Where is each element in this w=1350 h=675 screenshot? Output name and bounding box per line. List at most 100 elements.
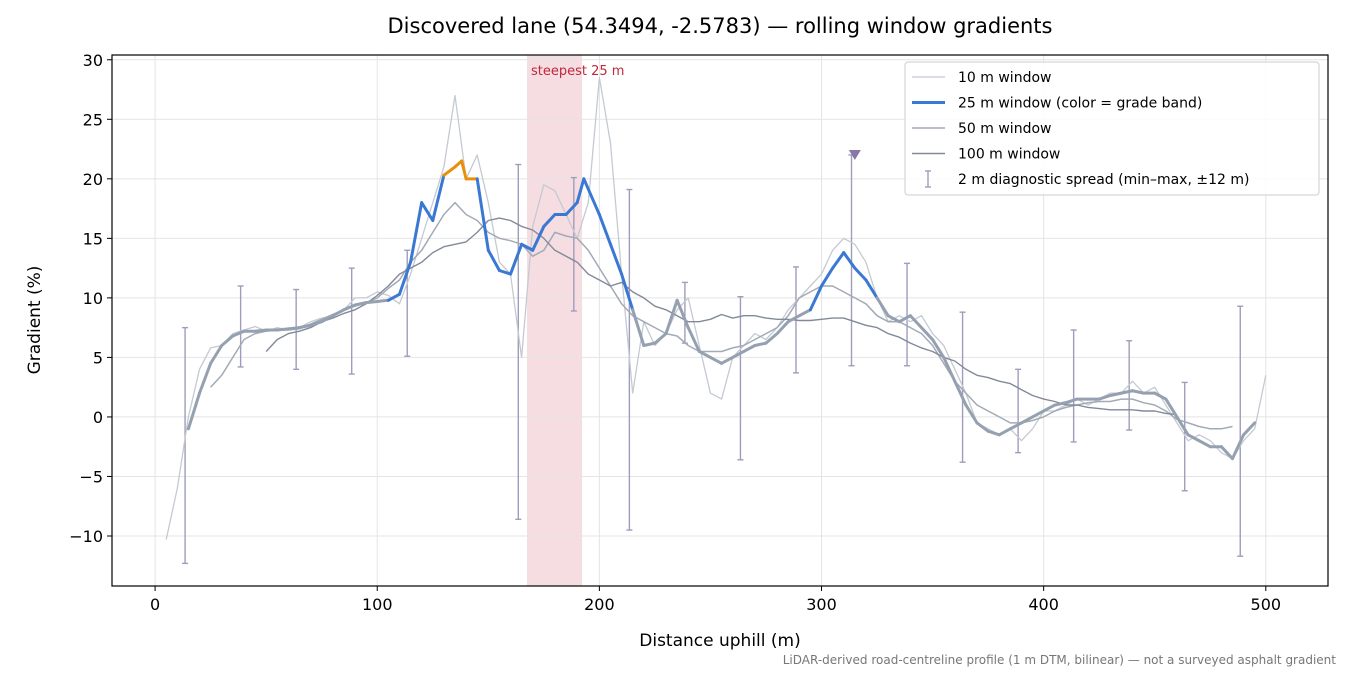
x-tick-label: 400: [1028, 595, 1059, 614]
line-segment: [1119, 389, 1135, 395]
line-segment: [198, 361, 213, 395]
line-segment: [853, 266, 868, 282]
line-segment: [675, 298, 690, 330]
line-segment: [1153, 391, 1168, 401]
legend-label: 10 m window: [958, 70, 1051, 86]
line-segment: [931, 338, 946, 359]
line-segment: [320, 314, 335, 324]
line-segment: [664, 298, 679, 336]
line-segment: [864, 278, 879, 300]
y-tick-label: 15: [83, 229, 103, 248]
line-segment: [442, 165, 457, 177]
line-segment: [409, 201, 424, 264]
line-segment: [186, 391, 202, 431]
line-segment: [220, 334, 235, 348]
error-bar: [1015, 368, 1022, 454]
error-bar: [1237, 305, 1244, 557]
x-tick-label: 300: [806, 595, 837, 614]
line-segment: [431, 173, 446, 222]
footnote: LiDAR-derived road-centreline profile (1…: [783, 653, 1337, 667]
line-segment: [375, 298, 390, 303]
line-segment: [820, 266, 835, 288]
line-segment: [297, 323, 313, 330]
line-segment: [597, 213, 612, 246]
line-segment: [564, 201, 579, 217]
line-segment: [1186, 433, 1201, 443]
line-segment: [797, 308, 812, 318]
line-segment: [964, 403, 979, 425]
line-segment: [953, 379, 968, 407]
line-segment: [808, 284, 824, 312]
y-tick-label: −10: [69, 527, 103, 546]
line-segment: [1053, 401, 1068, 407]
line-segment: [1108, 391, 1123, 398]
line-segment: [986, 429, 1001, 437]
line-segment: [653, 332, 668, 345]
line-segment: [209, 344, 224, 365]
x-tick-label: 100: [362, 595, 393, 614]
line-segment: [286, 326, 301, 331]
error-bar: [182, 326, 189, 565]
line-segment: [775, 320, 790, 336]
y-tick-label: 30: [83, 51, 103, 70]
line-segment: [331, 308, 346, 318]
line-segment: [364, 299, 379, 305]
line-segment: [342, 303, 357, 312]
chart-title: Discovered lane (54.3494, -2.5783) — rol…: [388, 14, 1053, 38]
error-bar: [570, 176, 577, 312]
line-segment: [1230, 433, 1246, 461]
peak-marker: [848, 150, 861, 161]
line-segment: [1097, 394, 1112, 401]
line-segment: [231, 329, 246, 338]
line-segment: [275, 327, 290, 332]
line-segment: [253, 328, 268, 333]
line-segment: [875, 296, 890, 318]
line-segment: [697, 349, 712, 359]
y-tick-label: 10: [83, 289, 103, 308]
line-segment: [1197, 439, 1212, 449]
line-segment: [786, 314, 801, 324]
series-line: [265, 217, 1177, 416]
line-segment: [831, 251, 846, 270]
line-segment: [520, 242, 535, 252]
x-tick-label: 0: [150, 595, 160, 614]
line-segment: [631, 308, 646, 348]
line-segment: [353, 301, 368, 307]
line-segment: [1219, 445, 1234, 461]
error-bar: [1070, 329, 1077, 443]
line-segment: [642, 341, 657, 348]
line-segment: [1164, 397, 1179, 419]
line-segment: [1031, 409, 1046, 419]
error-bar: [904, 262, 911, 367]
line-segment: [497, 268, 513, 276]
line-segment: [764, 332, 779, 345]
y-axis-label: Gradient (%): [25, 266, 45, 375]
x-axis-label: Distance uphill (m): [639, 631, 800, 651]
x-tick-label: 500: [1251, 595, 1282, 614]
highlight-label: steepest 25 m: [531, 64, 624, 79]
line-segment: [386, 292, 401, 302]
line-segment: [1064, 397, 1079, 405]
line-segment: [1131, 389, 1146, 395]
line-segment: [531, 224, 546, 252]
line-segment: [608, 242, 624, 276]
line-segment: [731, 349, 746, 359]
series-line: [210, 201, 1233, 430]
series-line: [165, 76, 1267, 540]
line-segment: [420, 201, 435, 222]
line-segment: [1242, 421, 1257, 437]
line-segment: [475, 177, 490, 252]
line-segment: [397, 260, 413, 296]
line-segment: [975, 421, 990, 433]
line-segment: [742, 344, 757, 353]
y-tick-label: 25: [83, 110, 103, 129]
y-tick-label: 0: [93, 408, 103, 427]
line-segment: [575, 177, 586, 205]
line-segment: [486, 248, 501, 272]
line-segment: [908, 314, 923, 330]
highlight-span: [526, 55, 583, 586]
line-segment: [708, 355, 724, 365]
y-tick-label: −5: [79, 467, 103, 486]
line-segment: [753, 341, 768, 348]
line-segment: [842, 251, 857, 270]
